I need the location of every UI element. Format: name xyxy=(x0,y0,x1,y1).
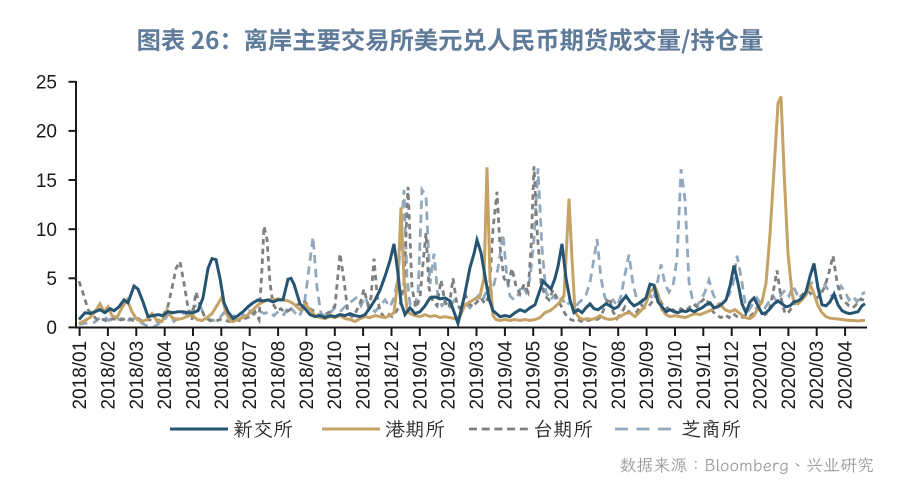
svg-text:2019/01: 2019/01 xyxy=(410,341,431,410)
svg-text:15: 15 xyxy=(36,171,57,192)
svg-text:2018/02: 2018/02 xyxy=(98,341,119,410)
svg-text:2018/08: 2018/08 xyxy=(269,341,290,410)
svg-text:2020/04: 2020/04 xyxy=(836,340,857,409)
svg-text:2018/09: 2018/09 xyxy=(297,341,318,410)
svg-text:0: 0 xyxy=(46,318,57,339)
svg-text:2019/05: 2019/05 xyxy=(524,341,545,410)
svg-text:2019/09: 2019/09 xyxy=(637,341,658,410)
svg-text:2019/11: 2019/11 xyxy=(694,342,715,409)
svg-text:20: 20 xyxy=(36,122,57,143)
svg-text:2019/12: 2019/12 xyxy=(722,341,743,410)
svg-text:2018/12: 2018/12 xyxy=(382,341,403,410)
svg-text:2018/07: 2018/07 xyxy=(240,341,261,410)
svg-text:2019/03: 2019/03 xyxy=(467,341,488,410)
svg-text:2018/06: 2018/06 xyxy=(212,341,233,410)
svg-text:2020/02: 2020/02 xyxy=(779,341,800,410)
svg-text:25: 25 xyxy=(36,73,57,94)
svg-text:2020/03: 2020/03 xyxy=(807,341,828,410)
svg-text:2018/04: 2018/04 xyxy=(155,340,176,409)
svg-text:2018/05: 2018/05 xyxy=(184,341,205,410)
svg-text:2019/10: 2019/10 xyxy=(666,341,687,410)
svg-text:10: 10 xyxy=(36,220,57,241)
svg-text:5: 5 xyxy=(46,269,57,290)
svg-text:2018/11: 2018/11 xyxy=(354,342,375,409)
svg-text:2019/08: 2019/08 xyxy=(609,341,630,410)
svg-text:2020/01: 2020/01 xyxy=(751,341,772,410)
svg-text:2019/06: 2019/06 xyxy=(552,341,573,410)
svg-text:2019/04: 2019/04 xyxy=(495,340,516,409)
svg-text:2019/07: 2019/07 xyxy=(580,341,601,410)
svg-text:2018/03: 2018/03 xyxy=(127,341,148,410)
svg-text:2018/01: 2018/01 xyxy=(70,341,91,410)
svg-text:2018/10: 2018/10 xyxy=(325,341,346,410)
svg-text:2019/02: 2019/02 xyxy=(439,341,460,410)
